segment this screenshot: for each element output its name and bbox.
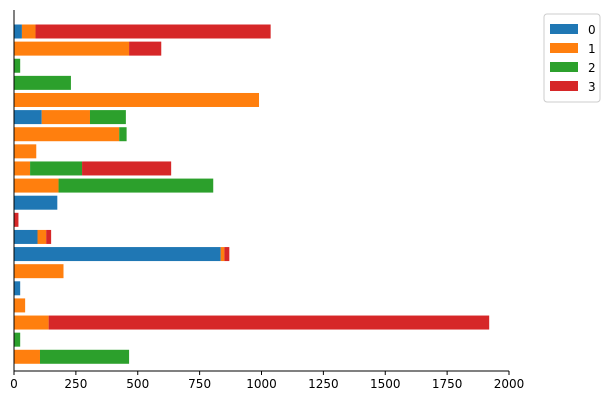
bar-row-0-series-3 xyxy=(35,24,271,39)
bar-row-13-series-3 xyxy=(224,247,230,262)
bar-row-12-series-0 xyxy=(14,229,38,244)
bar-row-12-series-1 xyxy=(37,229,47,244)
bar-row-19-series-2 xyxy=(39,349,130,364)
bars-layer xyxy=(14,24,490,364)
bar-row-2-series-2 xyxy=(14,58,21,73)
bar-row-18-series-2 xyxy=(14,332,21,347)
legend-frame xyxy=(543,13,601,103)
bar-row-9-series-1 xyxy=(14,178,59,193)
bar-row-7-series-1 xyxy=(14,144,37,159)
legend-swatch-0 xyxy=(550,24,578,34)
bar-row-17-series-1 xyxy=(14,315,49,330)
bar-row-3-series-2 xyxy=(14,75,71,90)
x-tick-label: 1750 xyxy=(432,377,463,391)
bar-row-8-series-1 xyxy=(14,161,31,176)
x-tick-label: 750 xyxy=(188,377,211,391)
legend-swatch-1 xyxy=(550,43,578,53)
bar-row-5-series-1 xyxy=(41,110,90,125)
x-tick-label: 1500 xyxy=(370,377,401,391)
legend-label-2: 2 xyxy=(588,61,596,75)
bar-row-12-series-3 xyxy=(46,229,52,244)
legend-label-3: 3 xyxy=(588,80,596,94)
bar-row-13-series-0 xyxy=(14,247,221,262)
bar-row-10-series-0 xyxy=(14,195,58,210)
bar-row-11-series-3 xyxy=(14,212,19,227)
bar-row-1-series-3 xyxy=(129,41,162,56)
x-tick-label: 1000 xyxy=(246,377,277,391)
x-tick-label: 250 xyxy=(64,377,87,391)
bar-row-1-series-1 xyxy=(14,41,130,56)
legend-swatch-2 xyxy=(550,62,578,72)
legend-label-1: 1 xyxy=(588,42,596,56)
bar-row-0-series-0 xyxy=(14,24,22,39)
legend-swatch-3 xyxy=(550,81,578,91)
bar-row-15-series-0 xyxy=(14,281,21,296)
bar-row-17-series-3 xyxy=(48,315,490,330)
axes-layer: 0 250 500 750 1000 1250 1500 1750 2000 xyxy=(10,10,524,391)
bar-row-19-series-1 xyxy=(14,349,40,364)
x-tick-label: 1250 xyxy=(308,377,339,391)
bar-row-0-series-1 xyxy=(21,24,36,39)
x-tick-label: 0 xyxy=(10,377,18,391)
bar-row-14-series-1 xyxy=(14,264,64,279)
bar-row-5-series-0 xyxy=(14,110,42,125)
bar-row-6-series-1 xyxy=(14,127,120,142)
bar-row-8-series-3 xyxy=(82,161,172,176)
bar-row-8-series-2 xyxy=(30,161,83,176)
bar-row-4-series-1 xyxy=(14,92,260,107)
legend: 0 1 2 3 xyxy=(543,13,601,103)
x-tick-label: 2000 xyxy=(494,377,525,391)
x-tick-label: 500 xyxy=(126,377,149,391)
bar-row-13-series-1 xyxy=(220,247,225,262)
legend-label-0: 0 xyxy=(588,23,596,37)
bar-row-6-series-2 xyxy=(119,127,127,142)
bar-row-16-series-1 xyxy=(14,298,26,313)
bar-row-5-series-2 xyxy=(89,110,126,125)
bar-row-9-series-2 xyxy=(58,178,214,193)
